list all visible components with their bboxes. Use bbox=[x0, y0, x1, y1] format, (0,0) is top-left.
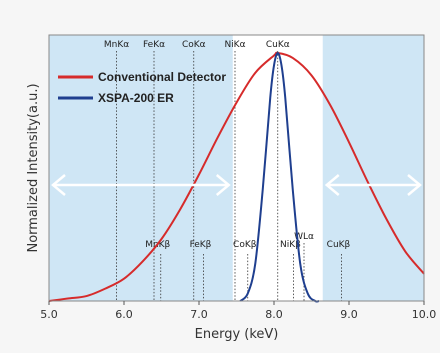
reference-label-FeKα: FeKα bbox=[143, 40, 165, 50]
range-arrow-left-head bbox=[51, 174, 66, 196]
range-arrow-left-head bbox=[324, 174, 340, 196]
reference-label-CoKβ: CoKβ bbox=[233, 240, 257, 250]
plot-border bbox=[48, 34, 425, 302]
legend-item-1: Conventional Detector bbox=[58, 70, 226, 84]
range-arrow-1 bbox=[51, 174, 231, 196]
x-tick-label: 9.0 bbox=[340, 308, 358, 321]
x-tick-label: 6.0 bbox=[115, 308, 133, 321]
x-tick-label: 5.0 bbox=[40, 308, 58, 321]
series-line-2 bbox=[239, 51, 320, 303]
legend-label: XSPA-200 ER bbox=[98, 91, 174, 105]
series-line-1 bbox=[48, 51, 425, 302]
x-tick-label: 8.0 bbox=[265, 308, 283, 321]
reference-label-NiKβ: NiKβ bbox=[280, 240, 301, 250]
range-arrow-2 bbox=[324, 174, 422, 196]
reference-label-FeKβ: FeKβ bbox=[190, 240, 212, 250]
reference-label-NiKα: NiKα bbox=[224, 40, 245, 50]
reference-label-WLα: WLα bbox=[294, 232, 314, 242]
x-tick-label: 7.0 bbox=[190, 308, 208, 321]
reference-label-CuKβ: CuKβ bbox=[327, 240, 351, 250]
y-axis-label: Normalized Intensity(a.u.) bbox=[26, 83, 41, 252]
x-tick-label: 10.0 bbox=[412, 308, 437, 321]
reference-label-CuKα: CuKα bbox=[266, 40, 290, 50]
range-arrow-right-head bbox=[407, 174, 422, 196]
x-axis-label: Energy (keV) bbox=[195, 327, 279, 342]
legend-label: Conventional Detector bbox=[98, 70, 226, 84]
range-arrow-right-head bbox=[215, 174, 231, 196]
legend-item-2: XSPA-200 ER bbox=[58, 91, 174, 105]
reference-label-MnKα: MnKα bbox=[104, 40, 129, 50]
reference-label-CoKα: CoKα bbox=[182, 40, 206, 50]
highlight-band-2 bbox=[322, 35, 424, 301]
